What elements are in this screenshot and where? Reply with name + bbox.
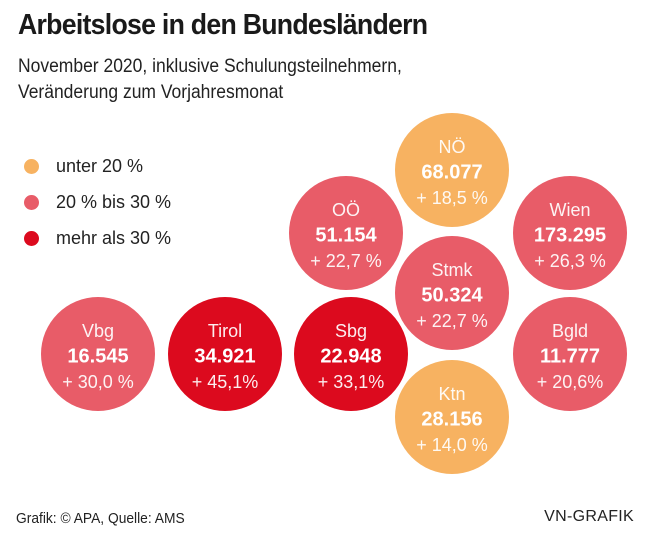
bubble-name-noe: NÖ <box>439 137 466 157</box>
legend-label-low: unter 20 % <box>56 155 144 176</box>
bubble-name-stmk: Stmk <box>431 260 473 280</box>
chart-subtitle: November 2020, inklusive Schulungsteilne… <box>18 54 402 106</box>
bubble-circle-bgld <box>513 297 627 411</box>
source-credit: Grafik: © APA, Quelle: AMS <box>16 510 185 527</box>
brand-label: VN-GRAFIK <box>544 508 634 525</box>
bubble-name-wien: Wien <box>549 200 590 220</box>
bubble-wien: Wien 173.295 + 26,3 % <box>513 176 627 290</box>
bubble-value-ktn: 28.156 <box>421 408 482 430</box>
legend-item-high: mehr als 30 % <box>24 220 171 256</box>
bubble-name-tirol: Tirol <box>208 321 242 341</box>
bubble-change-noe: + 18,5 % <box>416 188 488 208</box>
bubble-change-tirol: + 45,1% <box>192 372 259 392</box>
bubble-circle-sbg <box>294 297 408 411</box>
bubble-value-stmk: 50.324 <box>421 284 483 306</box>
bubble-name-vbg: Vbg <box>82 321 114 341</box>
bubble-tirol: Tirol 34.921 + 45,1% <box>168 297 282 411</box>
bubble-vbg: Vbg 16.545 + 30,0 % <box>41 297 155 411</box>
bubble-value-tirol: 34.921 <box>194 345 255 367</box>
bubble-noe: NÖ 68.077 + 18,5 % <box>395 113 509 227</box>
subtitle-line-2: Veränderung zum Vorjahresmonat <box>18 82 284 103</box>
legend-dot-mid <box>24 194 39 210</box>
bubble-ktn: Ktn 28.156 + 14,0 % <box>395 360 509 474</box>
bubble-change-stmk: + 22,7 % <box>416 311 488 331</box>
legend-label-high: mehr als 30 % <box>56 227 172 248</box>
bubble-change-bgld: + 20,6% <box>537 372 604 392</box>
bubble-circle-ooe <box>289 176 403 290</box>
legend: unter 20 % 20 % bis 30 % mehr als 30 % <box>24 148 171 256</box>
bubble-value-vbg: 16.545 <box>67 345 128 367</box>
bubble-name-bgld: Bgld <box>552 321 588 341</box>
bubble-change-ooe: + 22,7 % <box>310 251 382 271</box>
bubble-change-ktn: + 14,0 % <box>416 435 488 455</box>
bubble-circle-noe <box>395 113 509 227</box>
bubble-value-wien: 173.295 <box>534 224 606 246</box>
bubble-value-bgld: 11.777 <box>540 345 600 367</box>
bubble-change-sbg: + 33,1% <box>318 372 385 392</box>
bubble-circle-vbg <box>41 297 155 411</box>
bubble-value-noe: 68.077 <box>421 161 482 183</box>
legend-dot-low <box>24 158 39 174</box>
bubble-name-sbg: Sbg <box>335 321 367 341</box>
bubble-bgld: Bgld 11.777 + 20,6% <box>513 297 627 411</box>
bubble-name-ooe: OÖ <box>332 200 360 220</box>
bubble-circle-ktn <box>395 360 509 474</box>
bubble-circle-wien <box>513 176 627 290</box>
bubble-sbg: Sbg 22.948 + 33,1% <box>294 297 408 411</box>
bubble-circle-stmk <box>395 236 509 350</box>
legend-item-low: unter 20 % <box>24 148 171 184</box>
bubble-change-wien: + 26,3 % <box>534 251 606 271</box>
legend-label-mid: 20 % bis 30 % <box>56 191 172 212</box>
bubble-value-sbg: 22.948 <box>320 345 381 367</box>
legend-item-mid: 20 % bis 30 % <box>24 184 171 220</box>
legend-dot-high <box>24 230 39 246</box>
bubble-value-ooe: 51.154 <box>315 224 377 246</box>
subtitle-line-1: November 2020, inklusive Schulungsteilne… <box>18 56 402 77</box>
chart-title: Arbeitslose in den Bundesländern <box>18 9 428 41</box>
bubble-circle-tirol <box>168 297 282 411</box>
bubble-stmk: Stmk 50.324 + 22,7 % <box>395 236 509 350</box>
bubble-ooe: OÖ 51.154 + 22,7 % <box>289 176 403 290</box>
bubble-change-vbg: + 30,0 % <box>62 372 134 392</box>
bubble-name-ktn: Ktn <box>438 384 465 404</box>
